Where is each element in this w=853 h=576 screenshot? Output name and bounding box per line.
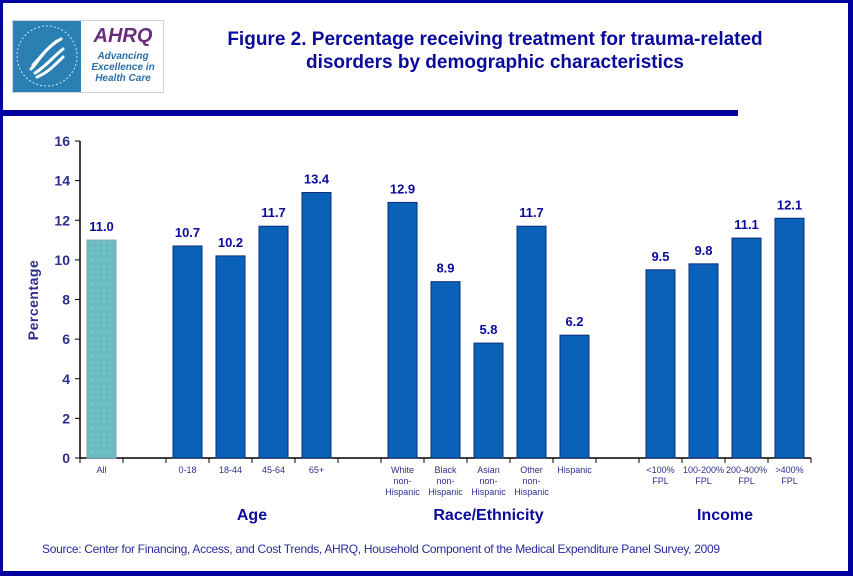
bar-value-label: 10.7 — [175, 225, 200, 240]
y-tick-label: 16 — [54, 133, 70, 149]
x-tick-label: Other — [520, 465, 543, 475]
bar — [516, 225, 547, 459]
x-tick-label: non- — [522, 476, 540, 486]
ahrq-tagline: Advancing Excellence in Health Care — [83, 51, 163, 84]
y-tick-label: 6 — [62, 331, 70, 347]
title-line-2: disorders by demographic characteristics — [305, 52, 685, 73]
x-tick-label: FPL — [695, 476, 712, 486]
bar-value-label: 8.9 — [436, 261, 454, 276]
bar-value-label: 11.1 — [734, 217, 759, 232]
x-tick-label: 0-18 — [178, 465, 196, 475]
bar — [688, 263, 719, 459]
x-tick-label: >400% — [775, 465, 803, 475]
x-tick-label: Hispanic — [557, 465, 592, 475]
bar — [215, 255, 246, 459]
bar — [774, 217, 805, 459]
bar — [172, 245, 203, 459]
x-tick-label: 200-400% — [726, 465, 767, 475]
bar-value-label: 12.9 — [390, 181, 415, 196]
x-tick-label: <100% — [646, 465, 674, 475]
y-tick-label: 12 — [54, 212, 70, 228]
x-tick-label: Black — [434, 465, 457, 475]
ahrq-wordmark: AHRQ — [93, 25, 153, 47]
x-tick-label: non- — [436, 476, 454, 486]
tagline-line: Excellence in — [91, 62, 155, 73]
header-separator — [0, 110, 738, 116]
x-tick-label: 18-44 — [219, 465, 242, 475]
y-tick-label: 0 — [62, 450, 70, 466]
x-tick-label: FPL — [781, 476, 798, 486]
bar-value-label: 6.2 — [565, 314, 583, 329]
hhs-eagle-seal-icon — [13, 21, 81, 92]
x-tick-label: Hispanic — [471, 487, 506, 497]
bar — [645, 269, 676, 459]
bar-value-label: 11.0 — [89, 219, 114, 234]
y-tick-label: 4 — [62, 371, 70, 387]
bar — [86, 239, 117, 459]
y-tick-label: 14 — [54, 173, 70, 189]
group-label: Income — [697, 507, 753, 524]
x-tick-label: non- — [393, 476, 411, 486]
ahrq-logo: AHRQ Advancing Excellence in Health Care — [12, 20, 164, 93]
group-label: Race/Ethnicity — [433, 507, 543, 524]
bar-value-label: 11.7 — [519, 205, 544, 220]
y-tick-label: 8 — [62, 292, 70, 308]
bar — [301, 192, 332, 459]
x-tick-label: 65+ — [309, 465, 324, 475]
bar-value-label: 5.8 — [479, 322, 497, 337]
y-axis-label: Percentage — [25, 260, 41, 340]
bar — [430, 281, 461, 459]
x-tick-label: Hispanic — [385, 487, 420, 497]
bar — [731, 237, 762, 459]
bar-value-label: 10.2 — [218, 235, 243, 250]
group-label: Age — [237, 507, 267, 524]
bar-value-label: 11.7 — [261, 205, 286, 220]
x-tick-label: Asian — [477, 465, 500, 475]
x-tick-label: 100-200% — [683, 465, 724, 475]
tagline-line: Health Care — [95, 73, 151, 84]
bar-value-label: 9.8 — [694, 243, 712, 258]
bar — [473, 342, 504, 459]
bar — [387, 201, 418, 459]
x-tick-label: Hispanic — [514, 487, 549, 497]
bar — [559, 334, 590, 459]
x-tick-label: FPL — [652, 476, 669, 486]
bar-value-label: 12.1 — [777, 197, 802, 212]
x-tick-label: Hispanic — [428, 487, 463, 497]
x-tick-label: non- — [479, 476, 497, 486]
title-line-1: Figure 2. Percentage receiving treatment… — [227, 29, 763, 50]
x-tick-label: All — [96, 465, 106, 475]
bar — [258, 225, 289, 459]
source-note: Source: Center for Financing, Access, an… — [42, 542, 720, 556]
x-tick-label: 45-64 — [262, 465, 285, 475]
figure-title: Figure 2. Percentage receiving treatment… — [190, 28, 800, 74]
y-tick-label: 2 — [62, 410, 70, 426]
bar-value-label: 9.5 — [651, 249, 669, 264]
x-tick-label: FPL — [738, 476, 755, 486]
y-tick-label: 10 — [54, 252, 70, 268]
tagline-line: Advancing — [97, 51, 149, 62]
x-tick-label: White — [391, 465, 414, 475]
bar-value-label: 13.4 — [304, 172, 330, 187]
